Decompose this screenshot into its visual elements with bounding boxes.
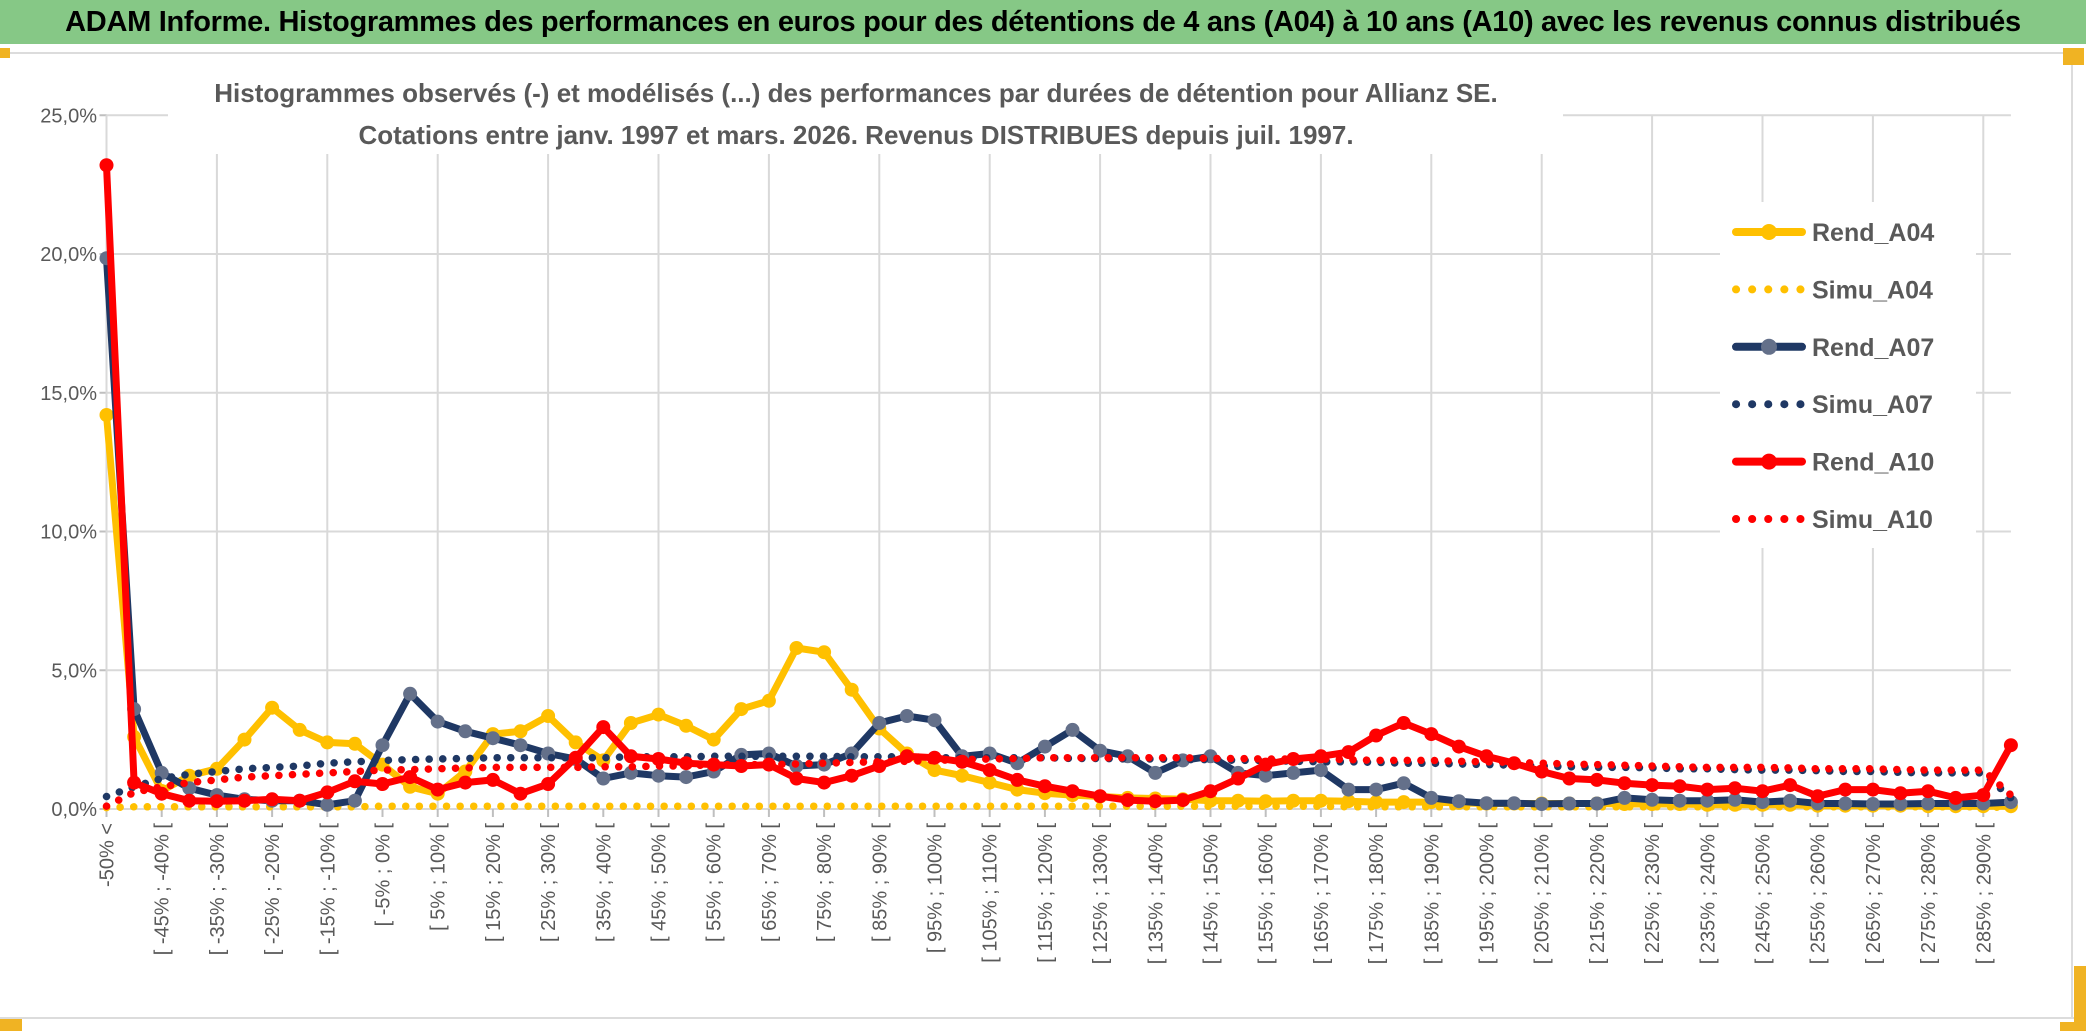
legend-label: Rend_A10 xyxy=(1812,449,1934,477)
x-axis-tick-label: [ 45% ; 50% [ xyxy=(649,823,671,942)
selection-handles[interactable] xyxy=(0,48,2086,1031)
selection-handle[interactable] xyxy=(2060,1022,2086,1031)
y-axis-tick-label: 10,0% xyxy=(40,522,97,544)
window-title: ADAM Informe. Histogrammes des performan… xyxy=(65,5,2021,38)
x-axis-tick-label: [ 5% ; 10% [ xyxy=(428,823,450,931)
legend-entry-Rend_A04[interactable]: Rend_A04 xyxy=(1732,219,1934,247)
x-axis-tick-label: [ 245% ; 250% [ xyxy=(1753,823,1775,965)
x-axis-tick-label: [ 155% ; 160% [ xyxy=(1256,823,1278,965)
x-axis-tick-label: [ 175% ; 180% [ xyxy=(1366,823,1388,965)
legend-marker-icon xyxy=(1761,453,1777,470)
y-axis-tick-label: 5,0% xyxy=(51,660,97,682)
legend-label: Rend_A04 xyxy=(1812,219,1934,247)
x-axis-tick-label: [ 125% ; 130% [ xyxy=(1090,823,1112,965)
chart-title-line: Histogrammes observés (-) et modélisés (… xyxy=(214,78,1497,108)
x-axis-tick-label: [ -35% ; -30% [ xyxy=(207,823,229,956)
x-axis-tick-label: [ 105% ; 110% [ xyxy=(980,823,1002,963)
selection-handle[interactable] xyxy=(2063,48,2084,65)
x-axis-tick-label: [ 85% ; 90% [ xyxy=(869,823,891,942)
x-axis-tick-label: [ -25% ; -20% [ xyxy=(262,823,284,956)
chart-title: Histogrammes observés (-) et modélisés (… xyxy=(168,58,1563,154)
x-axis-tick-label: [ 145% ; 150% [ xyxy=(1201,823,1223,965)
x-axis-tick-label: [ 135% ; 140% [ xyxy=(1145,823,1167,965)
x-axis-tick-label: [ 25% ; 30% [ xyxy=(538,823,560,942)
y-axis-tick-label: 20,0% xyxy=(40,244,97,266)
x-axis-tick-label: [ 185% ; 190% [ xyxy=(1421,823,1443,965)
x-axis-tick-label: [ 215% ; 220% [ xyxy=(1587,823,1609,965)
x-axis-tick-label: [ 95% ; 100% [ xyxy=(925,823,947,954)
x-axis-tick-label: [ 265% ; 270% [ xyxy=(1863,823,1885,965)
legend-marker-icon xyxy=(1761,338,1777,355)
selection-handle[interactable] xyxy=(2074,966,2086,1031)
x-axis-tick-label: -50% < xyxy=(97,823,119,887)
x-axis-tick-label: [ -5% ; 0% [ xyxy=(373,823,395,927)
selection-handle[interactable] xyxy=(0,48,10,58)
x-axis-tick-label: [ 195% ; 200% [ xyxy=(1477,823,1499,965)
legend-label: Simu_A10 xyxy=(1812,506,1933,534)
x-axis-tick-label: [ -15% ; -10% [ xyxy=(317,823,339,956)
x-axis-tick-label: [ 275% ; 280% [ xyxy=(1918,823,1940,965)
series-Rend_A10 xyxy=(99,158,2018,809)
window-title-bar: ADAM Informe. Histogrammes des performan… xyxy=(0,0,2086,44)
x-axis-tick-label: [ 75% ; 80% [ xyxy=(814,823,836,942)
x-axis-tick-label: [ 235% ; 240% [ xyxy=(1697,823,1719,965)
legend-entry-Simu_A07[interactable]: Simu_A07 xyxy=(1732,391,1933,419)
x-axis-tick-label: [ 65% ; 70% [ xyxy=(759,823,781,942)
series-Rend_A07 xyxy=(99,251,2018,812)
x-axis-tick-label: [ 115% ; 120% [ xyxy=(1035,823,1057,963)
x-axis: -50% < [ -45% ; -40% [ [ -35% ; -30% [ [ -2… xyxy=(97,809,1995,965)
legend-entry-Rend_A07[interactable]: Rend_A07 xyxy=(1732,334,1934,362)
x-axis-tick-label: [ 35% ; 40% [ xyxy=(593,823,615,942)
x-axis-tick-label: [ -45% ; -40% [ xyxy=(152,823,174,956)
legend: Rend_A04 Simu_A04 Rend_A07 Simu_A07 Rend_A10… xyxy=(1720,202,1976,548)
legend-label: Simu_A04 xyxy=(1812,276,1933,304)
x-axis-tick-label: [ 55% ; 60% [ xyxy=(704,823,726,942)
legend-entry-Simu_A04[interactable]: Simu_A04 xyxy=(1732,276,1933,304)
x-axis-tick-label: [ 285% ; 290% [ xyxy=(1973,823,1995,965)
x-axis-tick-label: [ 225% ; 230% [ xyxy=(1642,823,1664,965)
legend-label: Simu_A07 xyxy=(1812,391,1933,419)
x-axis-tick-label: [ 255% ; 260% [ xyxy=(1808,823,1830,965)
x-axis-tick-label: [ 205% ; 210% [ xyxy=(1532,823,1554,965)
x-axis-tick-label: [ 165% ; 170% [ xyxy=(1311,823,1333,965)
series-Simu_A04 xyxy=(102,802,2015,812)
y-axis-tick-label: 0,0% xyxy=(51,799,97,821)
chart-title-line: Cotations entre janv. 1997 et mars. 2026… xyxy=(358,120,1353,150)
legend-entry-Simu_A10[interactable]: Simu_A10 xyxy=(1732,506,1933,534)
legend-entry-Rend_A10[interactable]: Rend_A10 xyxy=(1732,449,1934,477)
legend-label: Rend_A07 xyxy=(1812,334,1934,362)
y-axis-tick-label: 15,0% xyxy=(40,383,97,405)
selection-handle[interactable] xyxy=(0,1019,22,1031)
y-axis-tick-label: 25,0% xyxy=(40,105,97,127)
series-Simu_A10 xyxy=(102,753,2015,810)
legend-marker-icon xyxy=(1761,224,1777,240)
x-axis-tick-label: [ 15% ; 20% [ xyxy=(483,823,505,942)
